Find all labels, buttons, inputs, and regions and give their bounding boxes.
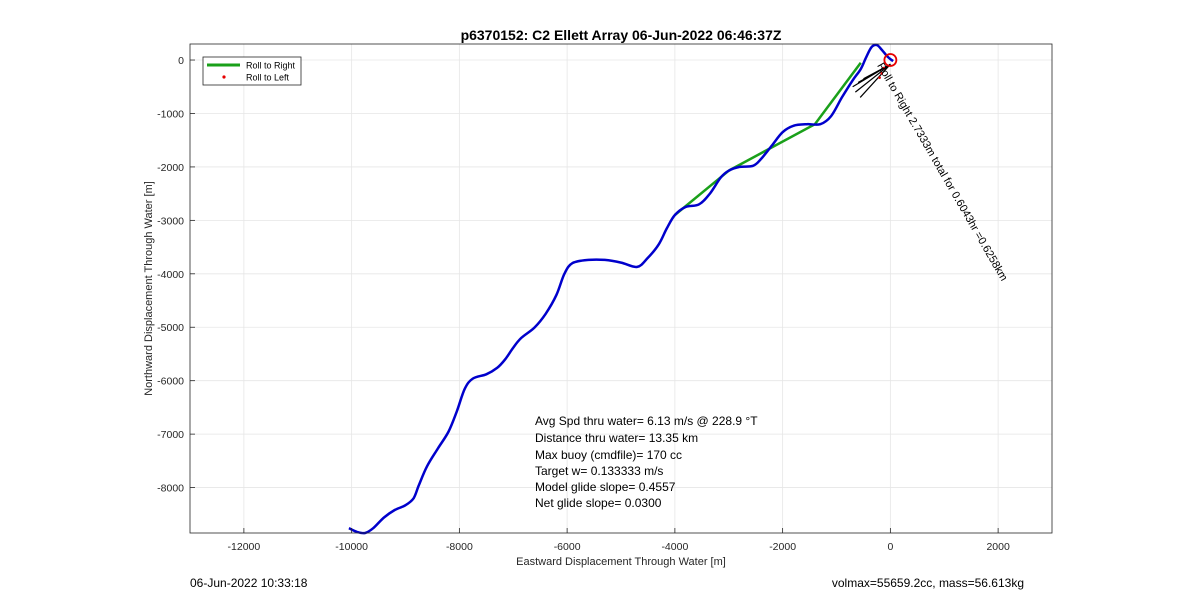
stat-avg-speed: Avg Spd thru water= 6.13 m/s @ 228.9 °T: [535, 414, 758, 428]
legend: Roll to Right Roll to Left: [202, 56, 302, 86]
y-tick-label: -8000: [157, 483, 184, 495]
x-tick-label: -6000: [554, 541, 581, 553]
y-tick-label: -7000: [157, 429, 184, 441]
track-line: [348, 43, 894, 535]
footer-timestamp: 06-Jun-2022 10:33:18: [190, 576, 308, 590]
x-axis-label: Eastward Displacement Through Water [m]: [516, 556, 726, 568]
x-tick-label: 0: [887, 541, 893, 553]
x-tick-label: 2000: [986, 541, 1010, 553]
surface-vector: [859, 63, 891, 98]
legend-roll-right-label: Roll to Right: [246, 61, 296, 71]
roll-right-segment: [813, 61, 862, 125]
start-marker-group: [883, 53, 898, 67]
y-axis-label: Northward Displacement Through Water [m]: [143, 181, 155, 396]
stats-block: Avg Spd thru water= 6.13 m/s @ 228.9 °T …: [535, 414, 758, 510]
y-tick-label: -1000: [157, 108, 184, 120]
y-tick-label: 0: [178, 55, 184, 67]
roll-left-dot: [878, 76, 881, 79]
stat-target-w: Target w= 0.133333 m/s: [535, 464, 663, 478]
start-marker: [883, 53, 898, 67]
surface-vectors: [852, 63, 891, 98]
track-line-group: [348, 43, 894, 535]
x-tick-label: -10000: [335, 541, 368, 553]
x-tick-label: -2000: [769, 541, 796, 553]
chart-title: p6370152: C2 Ellett Array 06-Jun-2022 06…: [461, 27, 782, 43]
roll-left-dot: [882, 66, 886, 70]
y-tick-label: -3000: [157, 215, 184, 227]
y-tick-label: -5000: [157, 322, 184, 334]
y-tick-label: -4000: [157, 269, 184, 281]
grid-lines: [190, 44, 1052, 533]
x-axis-ticks: -12000 -10000 -8000 -6000 -4000 -2000 0 2000: [228, 528, 1010, 553]
legend-box: [202, 56, 302, 86]
footer-volume-mass: volmax=55659.2cc, mass=56.613kg: [832, 576, 1024, 590]
x-tick-label: -4000: [661, 541, 688, 553]
stat-distance: Distance thru water= 13.35 km: [535, 431, 698, 445]
legend-roll-left-label: Roll to Left: [246, 73, 290, 83]
y-axis-ticks: 0 -1000 -2000 -3000 -4000 -5000 -6000 -7000 -800…: [157, 55, 195, 495]
stat-model-glide-slope: Model glide slope= 0.4557: [535, 480, 676, 494]
y-tick-label: -6000: [157, 376, 184, 388]
y-tick-label: -2000: [157, 162, 184, 174]
plot-area-frame: [189, 43, 1053, 534]
stat-net-glide-slope: Net glide slope= 0.0300: [535, 496, 662, 510]
stat-max-buoy: Max buoy (cmdfile)= 170 cc: [535, 448, 682, 462]
x-tick-label: -12000: [228, 541, 261, 553]
x-tick-label: -8000: [446, 541, 473, 553]
roll-left-dot: [880, 72, 884, 75]
legend-roll-left-swatch: [222, 75, 226, 79]
